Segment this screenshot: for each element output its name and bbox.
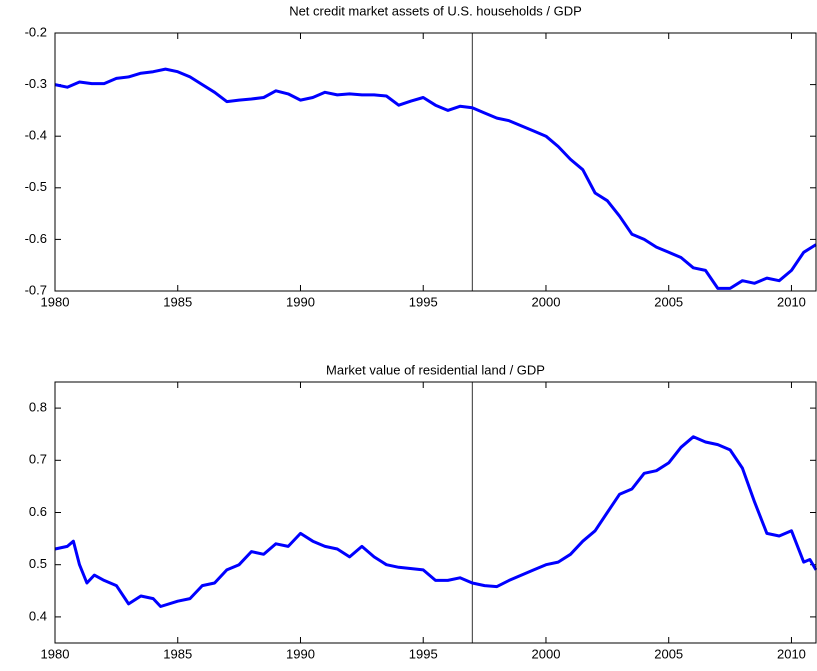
axes-box (54, 381, 817, 644)
x-tick-label: 2000 (532, 294, 561, 309)
x-tick-label: 2005 (654, 646, 683, 661)
y-tick-label: 0.5 (29, 556, 47, 571)
y-tick-label: 0.6 (29, 504, 47, 519)
x-tick-label: 1995 (409, 646, 438, 661)
y-tick-label: 0.4 (29, 608, 47, 623)
x-tick-label: 1995 (409, 294, 438, 309)
x-tick-label: 1980 (41, 646, 70, 661)
axes-box (54, 32, 817, 292)
x-tick-label: 2010 (777, 294, 806, 309)
data-line (54, 67, 817, 290)
x-tick-label: 1985 (163, 294, 192, 309)
y-tick-label: -0.2 (25, 24, 47, 39)
y-tick-label: 0.8 (29, 400, 47, 415)
y-tick-label: -0.3 (25, 76, 47, 91)
y-tick-label: -0.6 (25, 231, 47, 246)
y-tick-label: -0.5 (25, 179, 47, 194)
y-tick-label: -0.7 (25, 282, 47, 297)
y-tick-label: 0.7 (29, 452, 47, 467)
x-tick-label: 2005 (654, 294, 683, 309)
y-tick-label: -0.4 (25, 128, 47, 143)
data-line (54, 435, 817, 608)
x-tick-label: 2010 (777, 646, 806, 661)
chart-title: Market value of residential land / GDP (326, 362, 545, 377)
x-tick-label: 1985 (163, 646, 192, 661)
chart-title: Net credit market assets of U.S. househo… (289, 3, 582, 18)
x-tick-label: 1980 (41, 294, 70, 309)
x-tick-label: 1990 (286, 294, 315, 309)
x-tick-label: 1990 (286, 646, 315, 661)
x-tick-label: 2000 (532, 646, 561, 661)
